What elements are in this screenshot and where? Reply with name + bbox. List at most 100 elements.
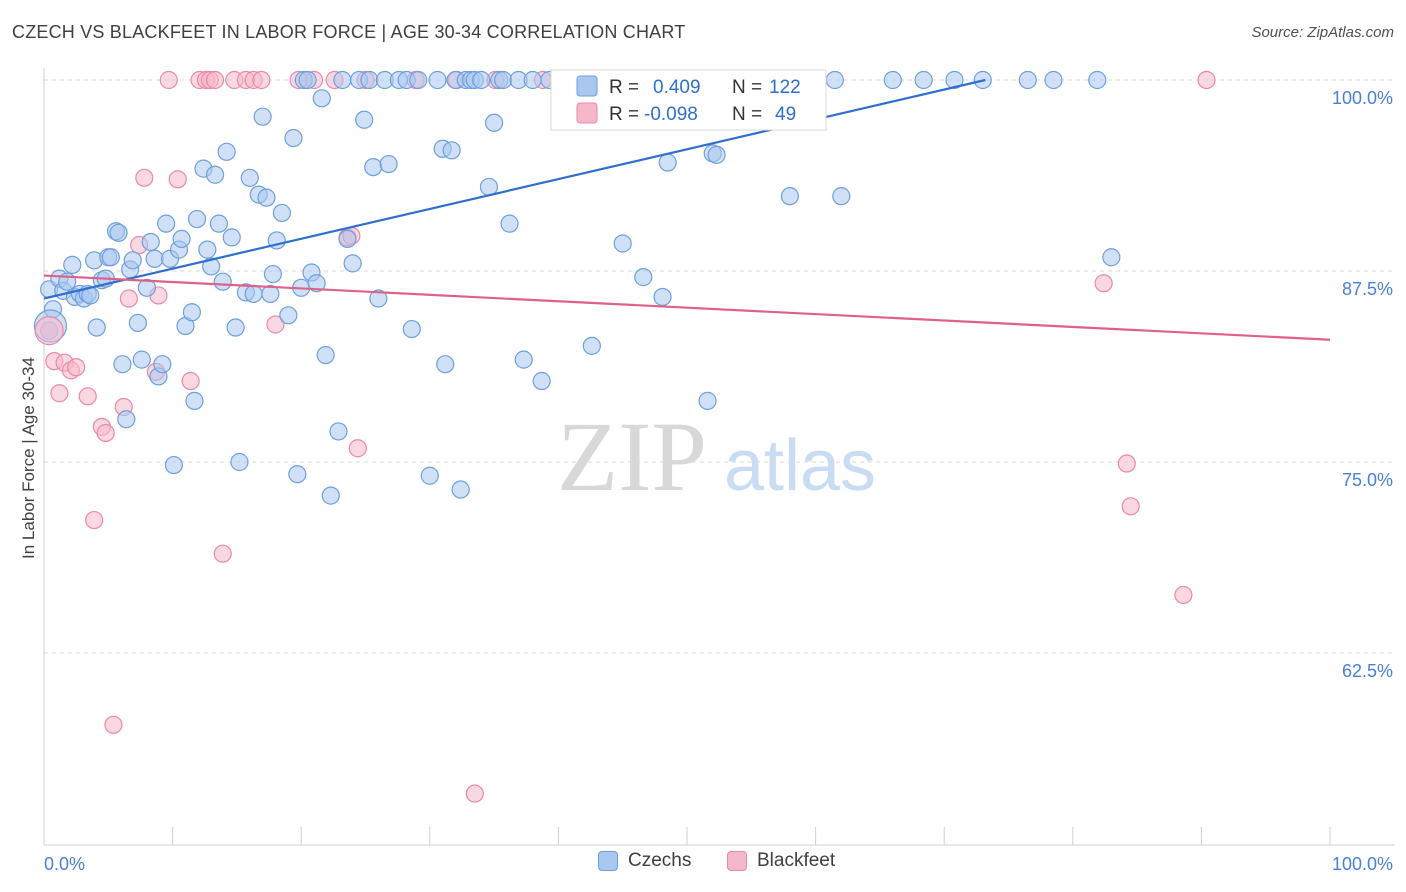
czech-point [355,110,374,129]
czech-point [198,240,217,259]
czech-point [1102,248,1121,267]
czech-point [164,455,183,475]
czech-point [263,264,283,284]
czech-point [582,336,601,355]
czech-point [338,229,357,249]
blackfeet-point [119,289,138,308]
legend-label-czechs: Czechs [628,850,692,871]
czech-point [128,313,147,333]
grid-layer: 62.5% 75.0% 87.5% 100.0% [44,79,1395,681]
czech-point [117,410,136,429]
czech-point [364,157,383,177]
czech-point [213,272,232,291]
czech-point [145,249,164,268]
blackfeet-point [96,423,115,443]
czech-point [185,391,204,410]
czech-point [316,345,335,365]
czech-point [653,287,672,307]
czech-point [244,284,263,304]
blackfeet-point [181,371,200,391]
y-tick-label: 75.0% [1342,470,1393,490]
blackfeet-point [1121,497,1140,516]
blackfeet-point [67,358,86,377]
czech-point [182,303,201,322]
czech-point [780,187,799,206]
blackfeet-point [465,784,484,803]
legend-blackfeet-r-label: R = [609,104,639,125]
czech-point [523,70,542,90]
czech-point [288,465,307,484]
czech-point [226,318,245,337]
czech-point [63,255,82,274]
czech-point [298,70,317,90]
czech-point [153,355,172,374]
y-tick-label: 100.0% [1332,88,1393,108]
czech-point [279,306,298,325]
czech-point [402,319,421,339]
czech-point [230,452,249,472]
czech-point [832,187,851,206]
blackfeet-trend-line [43,274,1331,341]
czech-point [409,70,428,90]
y-tick-label: 62.5% [1342,661,1393,681]
czech-point [436,355,455,374]
czech-point [613,234,632,253]
czechs-swatch [598,851,618,871]
czech-point [87,318,106,337]
legend-blackfeet-swatch [576,102,598,124]
czech-point [945,70,964,90]
blackfeet-point [266,315,285,334]
czech-point [123,251,142,270]
czech-point [1018,70,1037,90]
blackfeet-point [34,315,64,346]
czech-point [428,70,447,90]
czech-point [343,254,362,273]
czech-point [532,371,551,391]
points-layer [33,70,1216,803]
czech-point [451,480,470,499]
legend-blackfeet-n-label: N = [732,104,762,125]
czech-point [485,113,504,132]
czech-point [307,274,326,293]
blackfeet-point [1197,70,1216,90]
czech-point [187,209,207,229]
czech-point [141,232,160,252]
czech-point [217,142,236,161]
blackfeet-point [85,510,104,530]
czech-point [205,165,225,184]
czech-point [109,223,128,242]
czech-point [658,153,677,172]
blackfeet-point [159,70,178,90]
czech-point [698,391,717,410]
chart-title: CZECH VS BLACKFEET IN LABOR FORCE | AGE … [12,22,686,42]
legend-label-blackfeet: Blackfeet [757,850,836,871]
trend-layer [43,78,1331,341]
czech-point [379,154,398,174]
czech-point [257,188,276,207]
czech-point [914,70,933,90]
czech-point [472,70,491,90]
czech-point [707,145,726,164]
czech-point [261,284,280,304]
blackfeet-point [205,70,225,90]
czech-point [420,466,439,485]
czech-point [442,141,461,160]
czech-point [634,268,653,287]
czech-point [494,70,513,90]
czech-point [202,257,221,276]
czech-point [284,128,303,148]
czech-point [883,70,902,90]
blackfeet-point [348,439,367,458]
legend-blackfeet-n-value: 49 [775,104,796,125]
blackfeet-point [78,387,97,406]
source-label: Source: ZipAtlas.com [1251,24,1394,41]
blackfeet-point [213,544,232,563]
blackfeet-point [252,70,271,90]
legend-czech-swatch [576,75,598,97]
watermark: ZIP atlas [557,401,876,512]
blackfeet-point [1174,585,1193,605]
x-tick-label: 100.0% [1332,854,1393,874]
czech-point [132,350,151,369]
czech-trend-line [43,78,986,300]
czech-point [253,107,272,126]
